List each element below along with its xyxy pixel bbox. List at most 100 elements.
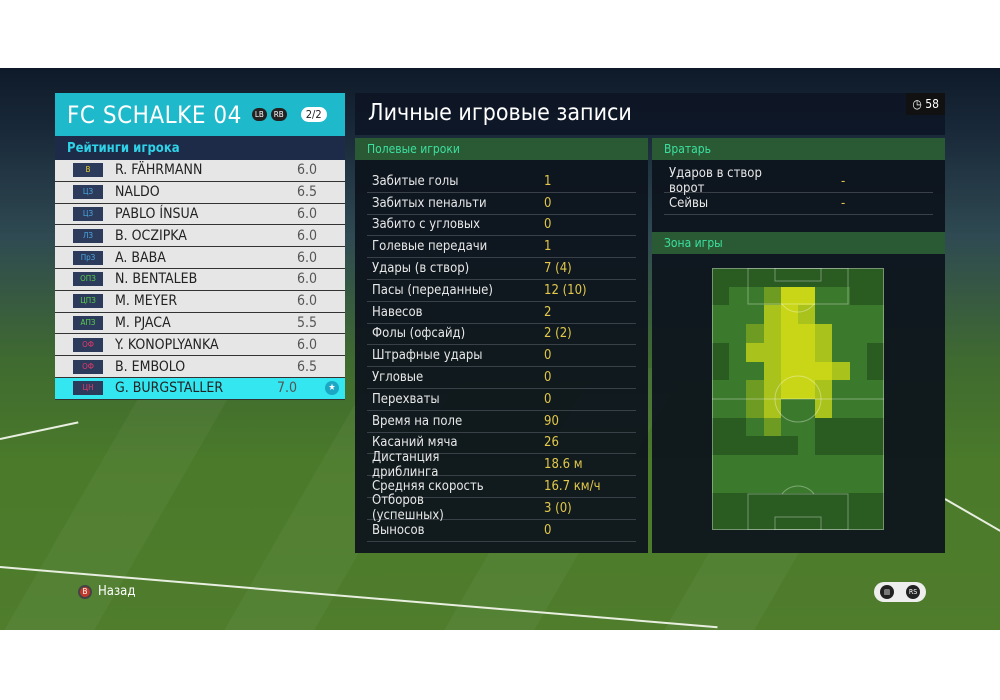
heatmap-cell xyxy=(832,361,850,381)
player-row[interactable]: ЦПЗ M. MEYER 6.0 xyxy=(55,290,345,313)
stat-label: Фолы (офсайд) xyxy=(372,326,466,342)
heatmap-cell xyxy=(798,417,816,437)
match-records-panel: Личные игровые записи ◷ 58 Полевые игрок… xyxy=(355,93,945,553)
heatmap-cell xyxy=(780,342,798,362)
heatmap-cell xyxy=(780,305,798,325)
heatmap-cell xyxy=(849,436,867,456)
heatmap-cell xyxy=(815,286,833,306)
stat-row: Фолы (офсайд) 2 (2) xyxy=(367,324,636,346)
heatmap-cell xyxy=(763,286,781,306)
heatmap-cell xyxy=(746,417,764,437)
heatmap-cell xyxy=(815,342,833,362)
player-rating: 6.0 xyxy=(297,227,318,244)
heatmap-cell xyxy=(849,455,867,474)
player-row[interactable]: ЦЗ PABLO ÍNSUA 6.0 xyxy=(55,203,345,226)
heatmap-cell xyxy=(712,492,730,512)
heatmap-cell xyxy=(763,380,781,399)
player-row[interactable]: ОФ B. EMBOLO 6.5 xyxy=(55,356,345,378)
heatmap-cell xyxy=(815,455,833,474)
heatmap-cell xyxy=(815,492,833,512)
stat-value: 1 xyxy=(544,239,552,255)
position-badge: ЦН xyxy=(73,381,103,396)
chat-icon[interactable]: ▤ xyxy=(880,585,894,599)
stat-value: 0 xyxy=(544,195,552,211)
player-row[interactable]: В R. FÄHRMANN 6.0 xyxy=(55,160,345,182)
player-rating: 5.5 xyxy=(297,314,318,331)
heatmap-cell xyxy=(866,286,884,306)
heatmap-cell xyxy=(866,417,884,437)
heatmap-cell xyxy=(849,286,867,306)
heatmap-cell xyxy=(729,305,747,325)
position-badge: В xyxy=(73,163,103,178)
heatmap-cell xyxy=(763,511,781,530)
field-players-header: Полевые игроки xyxy=(355,138,648,160)
back-button[interactable]: B Назад xyxy=(78,584,135,599)
player-row[interactable]: ОФ Y. KONOPLYANKA 6.0 xyxy=(55,334,345,357)
heatmap-cell xyxy=(746,286,764,306)
lb-button-icon[interactable]: LB xyxy=(251,108,267,121)
heatmap-cell xyxy=(832,492,850,512)
stat-row: Штрафные удары 0 xyxy=(367,345,636,368)
rs-button-icon[interactable]: RS xyxy=(906,585,920,599)
stat-row: Забито с угловых 0 xyxy=(367,215,636,237)
heatmap-cell xyxy=(746,361,764,381)
position-badge: ЛЗ xyxy=(73,228,103,243)
heatmap-cell xyxy=(798,473,816,493)
heatmap-cell xyxy=(729,473,747,493)
heatmap-cell xyxy=(712,436,730,456)
heatmap-cell xyxy=(866,473,884,493)
player-rating: 6.0 xyxy=(297,336,318,353)
heatmap-cell xyxy=(712,380,730,399)
heatmap-cell xyxy=(832,342,850,362)
stat-row: Забитых пенальти 0 xyxy=(367,193,636,215)
stat-value: 0 xyxy=(544,217,552,233)
controller-hints: ▤ RS xyxy=(874,582,926,602)
player-row[interactable]: ЦН G. BURGSTALLER 7.0 ★ xyxy=(55,377,345,400)
heatmap-cell xyxy=(815,361,833,381)
heatmap-cell xyxy=(866,398,884,418)
heatmap-cell xyxy=(763,492,781,512)
heatmap-cell xyxy=(746,436,764,456)
stat-row: Время на поле 90 xyxy=(367,411,636,433)
heatmap-cell xyxy=(729,455,747,474)
heatmap-cell xyxy=(815,511,833,530)
heatmap-cell xyxy=(746,380,764,399)
position-badge: ОПЗ xyxy=(73,272,103,287)
heatmap-cell xyxy=(712,305,730,325)
position-badge: АПЗ xyxy=(73,315,103,330)
stat-value: 2 (2) xyxy=(544,326,572,342)
player-row[interactable]: ОПЗ N. BENTALEB 6.0 xyxy=(55,268,345,291)
stat-row: Пасы (переданные) 12 (10) xyxy=(367,280,636,302)
heatmap-cell xyxy=(780,324,798,343)
heatmap-cell xyxy=(763,305,781,325)
clock-icon: ◷ xyxy=(912,97,926,111)
heatmap-cell xyxy=(780,511,798,530)
stat-label: Навесов xyxy=(372,304,423,320)
stat-label: Сейвы xyxy=(669,195,709,211)
stat-label: Касаний мяча xyxy=(372,435,458,451)
player-row[interactable]: АПЗ M. PJACA 5.5 xyxy=(55,312,345,335)
heatmap-cell xyxy=(729,286,747,306)
rb-button-icon[interactable]: RB xyxy=(270,108,287,121)
heatmap-cell xyxy=(712,286,730,306)
stat-label: Угловые xyxy=(372,370,424,386)
player-name: NALDO xyxy=(115,184,160,201)
heatmap-cell xyxy=(746,511,764,530)
stat-label: Забитых пенальти xyxy=(372,195,487,211)
heatmap-cell xyxy=(798,436,816,456)
heatmap-cell xyxy=(866,511,884,530)
position-badge: ЦЗ xyxy=(73,185,103,200)
stat-value: 2 xyxy=(544,304,552,320)
stat-value: 0 xyxy=(544,370,552,386)
player-row[interactable]: ПрЗ A. BABA 6.0 xyxy=(55,247,345,269)
player-row[interactable]: ЦЗ NALDO 6.5 xyxy=(55,181,345,204)
heatmap-cell xyxy=(866,436,884,456)
player-rating: 6.0 xyxy=(297,162,318,179)
heatmap-cell xyxy=(798,324,816,343)
heatmap-cell xyxy=(780,455,798,474)
heatmap-cell xyxy=(763,361,781,381)
player-name: M. PJACA xyxy=(115,314,171,331)
team-header: FC SCHALKE 04 LB RB 2/2 xyxy=(55,93,345,136)
heatmap-cell xyxy=(866,268,884,287)
player-row[interactable]: ЛЗ B. OCZIPKA 6.0 xyxy=(55,225,345,248)
